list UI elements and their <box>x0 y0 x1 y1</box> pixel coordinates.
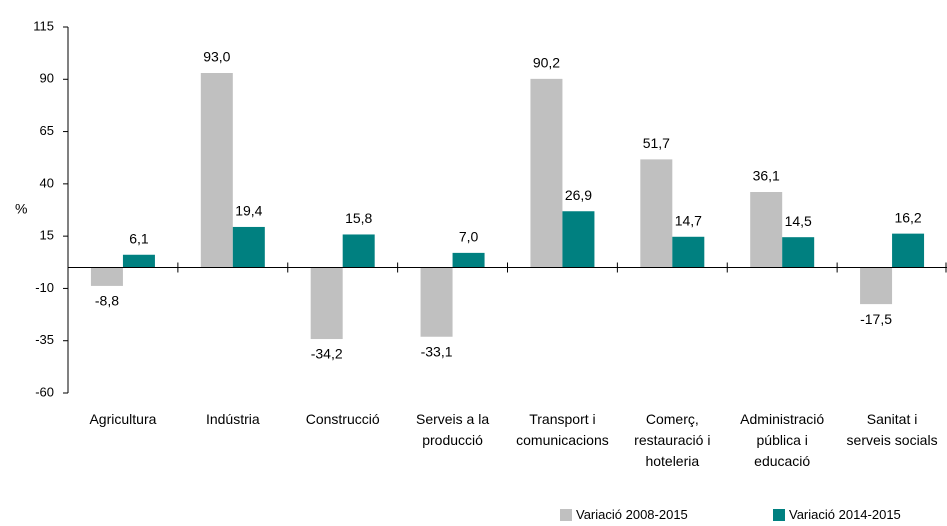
legend-swatch <box>560 508 572 521</box>
legend-item: Variació 2008-2015 <box>560 507 688 522</box>
x-tick-label: Construcció <box>305 411 380 427</box>
y-axis-label: % <box>15 201 27 217</box>
bar <box>860 267 893 305</box>
value-label: 16,2 <box>894 209 921 225</box>
value-label: 26,9 <box>565 187 592 203</box>
bar <box>562 211 595 268</box>
legend-item: Variació 2014-2015 <box>773 507 901 522</box>
value-label: 14,5 <box>785 213 812 229</box>
bar <box>232 226 265 268</box>
y-tick-label: 115 <box>33 18 54 33</box>
value-label: -34,2 <box>311 346 343 362</box>
x-tick-label: Administració pública i educació <box>740 411 825 469</box>
bar <box>342 234 375 268</box>
bar <box>420 267 453 337</box>
bar <box>640 159 673 268</box>
bar <box>530 78 563 268</box>
value-label: 93,0 <box>203 49 230 65</box>
x-tick-label: Comerç, restauració i hoteleria <box>634 411 711 469</box>
value-label: 90,2 <box>533 55 560 71</box>
value-label: 19,4 <box>235 203 262 219</box>
y-tick-label: 15 <box>40 228 54 243</box>
y-tick-label: -35 <box>35 332 54 347</box>
value-label: -33,1 <box>421 343 453 359</box>
y-tick-label: 40 <box>40 175 54 190</box>
bar <box>90 267 123 286</box>
x-tick-label: Indústria <box>205 411 260 427</box>
legend-label: Variació 2008-2015 <box>576 507 688 522</box>
bar <box>892 233 925 268</box>
value-label: -17,5 <box>860 311 892 327</box>
value-label: 51,7 <box>643 135 670 151</box>
x-tick-label: Agricultura <box>89 411 157 427</box>
value-label: 6,1 <box>129 230 149 246</box>
y-tick-label: 65 <box>40 123 54 138</box>
x-tick-label: Serveis a la producció <box>415 411 490 448</box>
value-label: -8,8 <box>95 293 119 309</box>
bar <box>200 73 233 268</box>
y-tick-label: -60 <box>35 384 54 399</box>
y-tick-label: 90 <box>40 71 54 86</box>
bar <box>782 237 815 268</box>
x-tick-label: Sanitat i serveis socials <box>846 411 938 448</box>
bar <box>750 192 783 268</box>
y-tick-label: -10 <box>35 280 54 295</box>
value-label: 15,8 <box>345 210 372 226</box>
legend-label: Variació 2014-2015 <box>789 507 901 522</box>
value-label: 14,7 <box>675 212 702 228</box>
value-label: 36,1 <box>753 168 780 184</box>
bar <box>122 254 155 268</box>
bar <box>672 236 705 268</box>
value-label: 7,0 <box>459 229 479 245</box>
bar <box>452 252 485 268</box>
legend-swatch <box>773 508 785 521</box>
x-tick-label: Transport i comunicacions <box>516 411 609 448</box>
bar <box>310 267 343 340</box>
